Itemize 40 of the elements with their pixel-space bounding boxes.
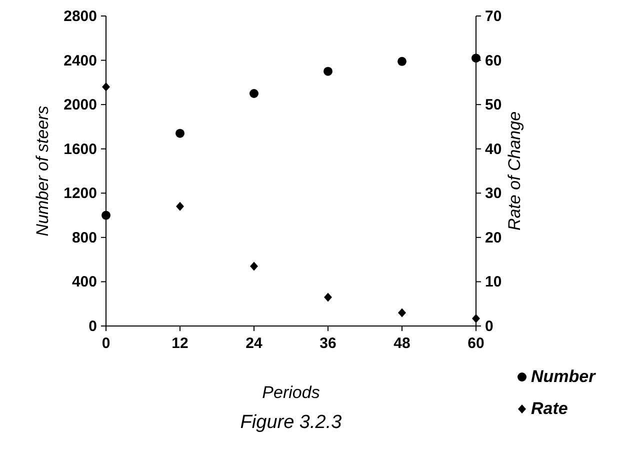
y-tick-label: 1200 — [64, 185, 97, 202]
y2-tick-label: 20 — [485, 229, 502, 246]
y-tick-label: 1600 — [64, 140, 97, 158]
y2-tick-label: 10 — [485, 274, 502, 291]
y-tick-label: 0 — [88, 318, 97, 335]
x-tick-label: 48 — [394, 335, 410, 352]
y-tick-label: 800 — [72, 229, 97, 246]
point — [176, 128, 184, 138]
x-tick-label: 36 — [320, 335, 336, 352]
y2-tick-label: 70 — [485, 8, 502, 25]
point — [250, 89, 258, 98]
point — [398, 56, 406, 66]
y2-tick-label: 40 — [485, 140, 502, 158]
point — [324, 66, 332, 76]
y2-tick-label: 50 — [485, 96, 502, 114]
point — [472, 314, 480, 323]
y2-axis-title: Rate of Change — [505, 111, 524, 231]
y2-tick-label: 30 — [485, 185, 502, 202]
y-axis-title: Number of steers — [33, 105, 52, 236]
point — [176, 202, 184, 211]
x-tick-label: 0 — [102, 335, 110, 352]
y-tick-label: 2800 — [64, 8, 97, 25]
point — [472, 54, 480, 63]
text: Figure 3.2.3 — [240, 412, 342, 433]
x-tick-label: 12 — [172, 335, 188, 352]
point — [102, 82, 110, 92]
point — [324, 292, 332, 302]
y-tick-label: 2000 — [64, 96, 97, 114]
x-tick-label: 24 — [246, 335, 263, 352]
y2-tick-label: 0 — [485, 318, 494, 335]
legend-label: Number — [531, 367, 597, 386]
legend-label: Rate — [531, 399, 568, 418]
x-tick-label: 60 — [468, 335, 484, 352]
y-tick-label: 400 — [72, 274, 97, 291]
y-tick-label: 2400 — [64, 52, 97, 70]
point — [250, 262, 258, 271]
point — [102, 210, 110, 220]
y2-tick-label: 60 — [485, 52, 502, 70]
x-axis-title: Periods — [262, 383, 320, 402]
point — [398, 308, 406, 318]
